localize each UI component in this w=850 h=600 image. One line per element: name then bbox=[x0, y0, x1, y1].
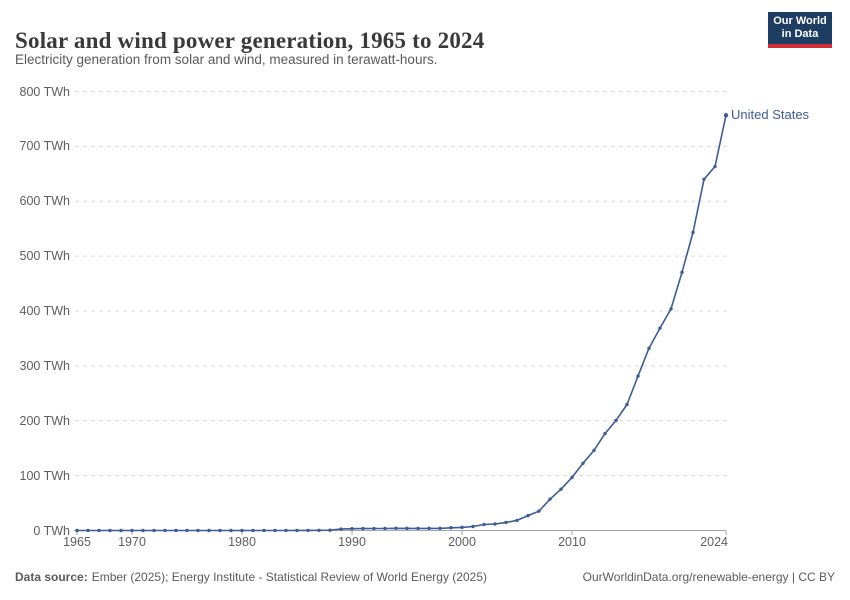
y-tick-label: 400 TWh bbox=[19, 304, 71, 318]
data-point-marker bbox=[339, 527, 343, 531]
data-point-marker bbox=[361, 526, 365, 531]
owid-logo-line1: Our World bbox=[773, 15, 827, 27]
data-point-marker bbox=[207, 528, 211, 533]
data-point-marker bbox=[152, 528, 156, 533]
data-point-marker bbox=[471, 524, 475, 529]
y-tick-label: 600 TWh bbox=[19, 194, 71, 209]
data-point-marker bbox=[647, 346, 651, 350]
data-point-marker bbox=[328, 528, 332, 532]
x-tick-label: 2024 bbox=[700, 535, 728, 549]
x-tick-label: 2010 bbox=[558, 535, 586, 549]
data-point-marker bbox=[229, 528, 233, 533]
data-source-text: Ember (2025); Energy Institute - Statist… bbox=[91, 570, 487, 584]
y-tick-label: 300 TWh bbox=[19, 358, 71, 373]
last-data-point-marker bbox=[723, 113, 729, 118]
data-point-marker bbox=[559, 487, 563, 491]
credit-note: OurWorldinData.org/renewable-energy | CC… bbox=[582, 570, 835, 584]
data-point-marker bbox=[625, 402, 629, 407]
y-tick-label: 800 TWh bbox=[19, 84, 71, 99]
data-point-marker bbox=[460, 525, 464, 530]
data-point-marker bbox=[614, 418, 618, 423]
data-point-marker bbox=[603, 431, 607, 436]
data-point-marker bbox=[515, 518, 519, 523]
data-point-marker bbox=[273, 528, 277, 533]
data-source-label: Data source: bbox=[15, 570, 88, 584]
y-tick-label: 100 TWh bbox=[19, 468, 71, 483]
data-point-marker bbox=[86, 528, 90, 533]
x-tick-label: 1990 bbox=[338, 535, 366, 549]
data-point-marker bbox=[174, 528, 178, 533]
series-line bbox=[76, 114, 727, 532]
data-point-marker bbox=[504, 520, 508, 525]
data-point-marker bbox=[240, 528, 244, 533]
data-point-marker bbox=[251, 528, 255, 533]
data-point-marker bbox=[636, 374, 640, 378]
data-point-marker bbox=[592, 448, 596, 453]
owid-logo-box: Our World in Data bbox=[768, 12, 832, 44]
series-entity-label: United States bbox=[731, 106, 810, 122]
data-point-marker bbox=[119, 528, 123, 533]
data-point-marker bbox=[526, 513, 530, 518]
data-point-marker bbox=[394, 526, 398, 530]
data-point-marker bbox=[581, 461, 585, 465]
data-point-marker bbox=[372, 526, 376, 531]
data-point-marker bbox=[702, 177, 706, 181]
y-tick-label: 200 TWh bbox=[19, 413, 71, 428]
data-point-marker bbox=[449, 526, 453, 530]
y-tick-label: 500 TWh bbox=[19, 249, 71, 264]
data-point-marker bbox=[416, 526, 420, 531]
chart-footer: Data source: Ember (2025); Energy Institu… bbox=[15, 570, 835, 584]
data-point-marker bbox=[482, 522, 486, 527]
data-point-marker bbox=[317, 528, 321, 533]
data-point-marker bbox=[284, 528, 288, 533]
x-tick-label: 2000 bbox=[448, 535, 476, 549]
page-subtitle: Electricity generation from solar and wi… bbox=[15, 52, 438, 67]
data-point-marker bbox=[570, 475, 574, 480]
page-title: Solar and wind power generation, 1965 to… bbox=[15, 28, 485, 54]
x-tick-label: 1980 bbox=[228, 535, 256, 549]
data-point-marker bbox=[537, 509, 541, 513]
x-tick-label: 1970 bbox=[118, 535, 146, 549]
data-point-marker bbox=[262, 528, 266, 533]
data-point-marker bbox=[163, 528, 167, 533]
data-point-marker bbox=[548, 497, 552, 501]
data-point-marker bbox=[669, 307, 673, 311]
data-point-marker bbox=[680, 270, 684, 275]
owid-logo[interactable]: Our World in Data bbox=[768, 12, 832, 48]
owid-logo-line2: in Data bbox=[781, 28, 819, 40]
data-point-marker bbox=[185, 528, 189, 533]
data-source-note: Data source: Ember (2025); Energy Institu… bbox=[15, 570, 487, 584]
data-point-marker bbox=[713, 164, 717, 169]
data-point-marker bbox=[218, 528, 222, 533]
data-point-marker bbox=[383, 526, 387, 531]
data-point-marker bbox=[108, 528, 112, 533]
data-point-marker bbox=[438, 526, 442, 531]
data-point-marker bbox=[658, 326, 662, 330]
y-tick-label: 0 TWh bbox=[33, 523, 70, 538]
x-tick-label: 1965 bbox=[63, 535, 91, 549]
data-point-marker bbox=[196, 528, 200, 533]
data-point-marker bbox=[493, 522, 497, 526]
data-point-marker bbox=[306, 528, 310, 533]
owid-logo-stripe bbox=[768, 44, 832, 48]
data-point-marker bbox=[405, 526, 409, 531]
data-point-marker bbox=[295, 528, 299, 533]
data-point-marker bbox=[427, 526, 431, 531]
data-point-marker bbox=[141, 528, 145, 533]
data-point-marker bbox=[75, 528, 79, 533]
data-point-marker bbox=[691, 230, 695, 235]
data-point-marker bbox=[350, 527, 354, 531]
data-point-marker bbox=[97, 528, 101, 533]
data-point-marker bbox=[130, 528, 134, 533]
y-tick-label: 700 TWh bbox=[19, 139, 71, 154]
